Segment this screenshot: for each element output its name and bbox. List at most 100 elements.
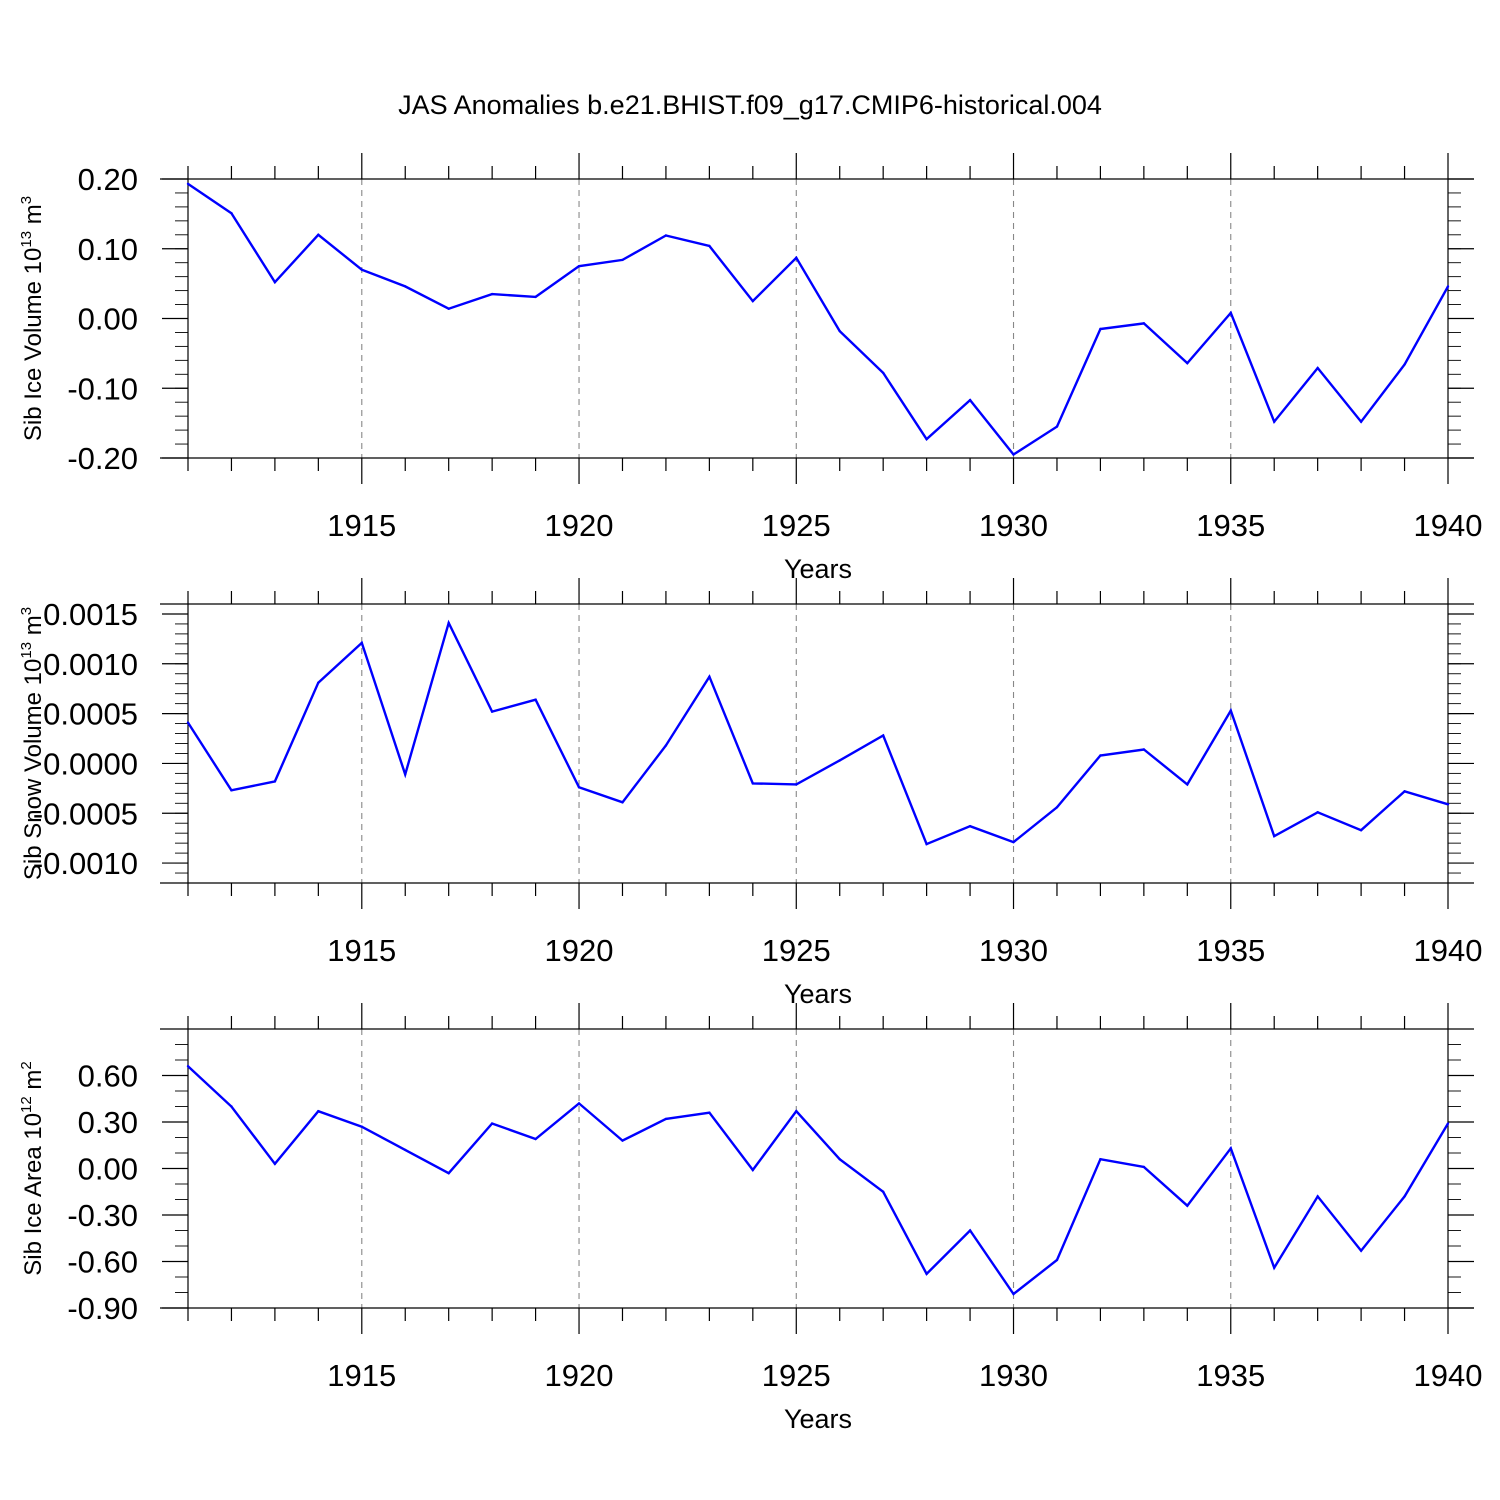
data-point-1923 bbox=[708, 244, 711, 248]
data-point-1915 bbox=[360, 268, 363, 271]
panels: 0.20 0.10 0.00 -0.10 -0.20 1915 1920 1925 1930 19… bbox=[18, 153, 1482, 1434]
data-point-1938 bbox=[1359, 828, 1363, 832]
x-tick-label: 1940 bbox=[1414, 1358, 1483, 1393]
data-point-1929 bbox=[968, 398, 972, 402]
data-point-1939 bbox=[1403, 790, 1406, 793]
data-point-1922 bbox=[664, 1117, 668, 1121]
data-point-1920 bbox=[577, 786, 581, 789]
y-axis-label-text: Sib Snow Volume 10 bbox=[20, 659, 47, 880]
series-line bbox=[187, 182, 1450, 457]
y-axis-label-unit: m bbox=[20, 615, 47, 642]
y-tick-label: -0.0010 bbox=[33, 846, 138, 881]
y-tick-label: -0.20 bbox=[67, 441, 138, 476]
data-point-1916 bbox=[404, 773, 407, 776]
data-point-1929 bbox=[968, 1229, 972, 1232]
data-point-1928 bbox=[925, 842, 928, 846]
data-point-1933 bbox=[1142, 748, 1146, 751]
y-tick-label: 0.0015 bbox=[43, 597, 138, 632]
data-point-1921 bbox=[621, 801, 624, 804]
data-point-1930 bbox=[1012, 1292, 1015, 1296]
data-point-1932 bbox=[1099, 1158, 1102, 1161]
data-point-1926 bbox=[838, 1158, 841, 1161]
y-tick-label: -0.30 bbox=[67, 1198, 138, 1233]
y-axis-label-text: Sib Ice Area 10 bbox=[20, 1113, 47, 1276]
data-point-1931 bbox=[1055, 425, 1059, 428]
data-point-1915 bbox=[360, 641, 363, 645]
data-point-1928 bbox=[925, 437, 928, 441]
data-point-1917 bbox=[447, 307, 450, 310]
data-point-1940 bbox=[1446, 803, 1450, 806]
data-point-1925 bbox=[795, 1109, 798, 1113]
panel-2: 0.0015 0.0010 0.0005 0.0000 -0.0005 -0.0010 19… bbox=[18, 578, 1482, 1009]
data-point-1926 bbox=[838, 329, 841, 333]
y-tick-label: 0.30 bbox=[78, 1105, 138, 1140]
data-point-1916 bbox=[404, 1148, 407, 1152]
data-point-1922 bbox=[664, 234, 668, 237]
data-point-1934 bbox=[1186, 361, 1189, 365]
x-tick-label: 1940 bbox=[1414, 508, 1483, 543]
chart-title: JAS Anomalies b.e21.BHIST.f09_g17.CMIP6-… bbox=[398, 90, 1102, 120]
data-point-1937 bbox=[1316, 1195, 1319, 1198]
data-point-1935 bbox=[1229, 1147, 1232, 1150]
x-axis-label: Years bbox=[784, 1404, 852, 1434]
x-tick-label: 1920 bbox=[545, 508, 614, 543]
data-point-1934 bbox=[1186, 783, 1189, 786]
data-point-1917 bbox=[447, 621, 450, 625]
data-point-1940 bbox=[1446, 1122, 1450, 1125]
data-point-1927 bbox=[881, 734, 885, 737]
x-tick-label: 1920 bbox=[545, 1358, 614, 1393]
data-point-1931 bbox=[1055, 1258, 1059, 1262]
data-point-1923 bbox=[708, 675, 711, 678]
y-axis-label-unit-exponent: 2 bbox=[18, 1061, 35, 1069]
data-point-1939 bbox=[1403, 363, 1406, 366]
data-point-1935 bbox=[1229, 709, 1232, 712]
y-axis-label-exponent: 13 bbox=[18, 642, 35, 659]
data-point-1920 bbox=[577, 1102, 581, 1105]
data-point-1919 bbox=[534, 1137, 537, 1141]
y-tick-label: 0.00 bbox=[78, 1152, 138, 1187]
data-point-1911 bbox=[186, 182, 190, 186]
series-line bbox=[187, 1065, 1450, 1296]
y-tick-label: 0.0000 bbox=[43, 746, 138, 781]
data-point-1928 bbox=[925, 1272, 928, 1276]
data-point-1932 bbox=[1099, 754, 1102, 757]
data-point-1911 bbox=[186, 721, 190, 724]
data-point-1924 bbox=[751, 299, 755, 303]
y-tick-label: -0.90 bbox=[67, 1291, 138, 1326]
x-tick-label: 1915 bbox=[327, 933, 396, 968]
data-point-1918 bbox=[490, 710, 494, 713]
data-point-1930 bbox=[1012, 840, 1015, 844]
data-point-1912 bbox=[230, 211, 233, 215]
data-point-1933 bbox=[1142, 1165, 1146, 1169]
data-point-1912 bbox=[230, 1105, 233, 1108]
y-tick-label: -0.0005 bbox=[33, 796, 138, 831]
y-axis-label-unit-exponent: 3 bbox=[18, 196, 35, 204]
y-axis-label: Sib Snow Volume 1013 m3 bbox=[18, 607, 47, 880]
y-tick-label: 0.0005 bbox=[43, 697, 138, 732]
data-point-1929 bbox=[968, 825, 972, 828]
data-point-1936 bbox=[1273, 1266, 1276, 1269]
data-point-1919 bbox=[534, 698, 537, 701]
data-point-1911 bbox=[186, 1065, 190, 1068]
y-axis-label-unit-exponent: 3 bbox=[18, 607, 35, 615]
data-point-1918 bbox=[490, 1122, 494, 1125]
data-point-1940 bbox=[1446, 285, 1450, 288]
data-point-1932 bbox=[1099, 327, 1102, 331]
x-tick-label: 1935 bbox=[1196, 933, 1265, 968]
data-point-1939 bbox=[1403, 1195, 1406, 1198]
data-point-1918 bbox=[490, 292, 494, 296]
data-point-1937 bbox=[1316, 366, 1319, 370]
x-tick-label: 1925 bbox=[762, 508, 831, 543]
data-point-1936 bbox=[1273, 834, 1276, 838]
data-point-1916 bbox=[404, 285, 407, 288]
data-point-1925 bbox=[795, 783, 798, 786]
data-point-1925 bbox=[795, 256, 798, 260]
data-point-1935 bbox=[1229, 311, 1232, 315]
x-tick-label: 1930 bbox=[979, 933, 1048, 968]
data-point-1936 bbox=[1273, 420, 1276, 423]
x-tick-label: 1940 bbox=[1414, 933, 1483, 968]
data-point-1912 bbox=[230, 789, 233, 792]
data-point-1913 bbox=[273, 281, 277, 284]
